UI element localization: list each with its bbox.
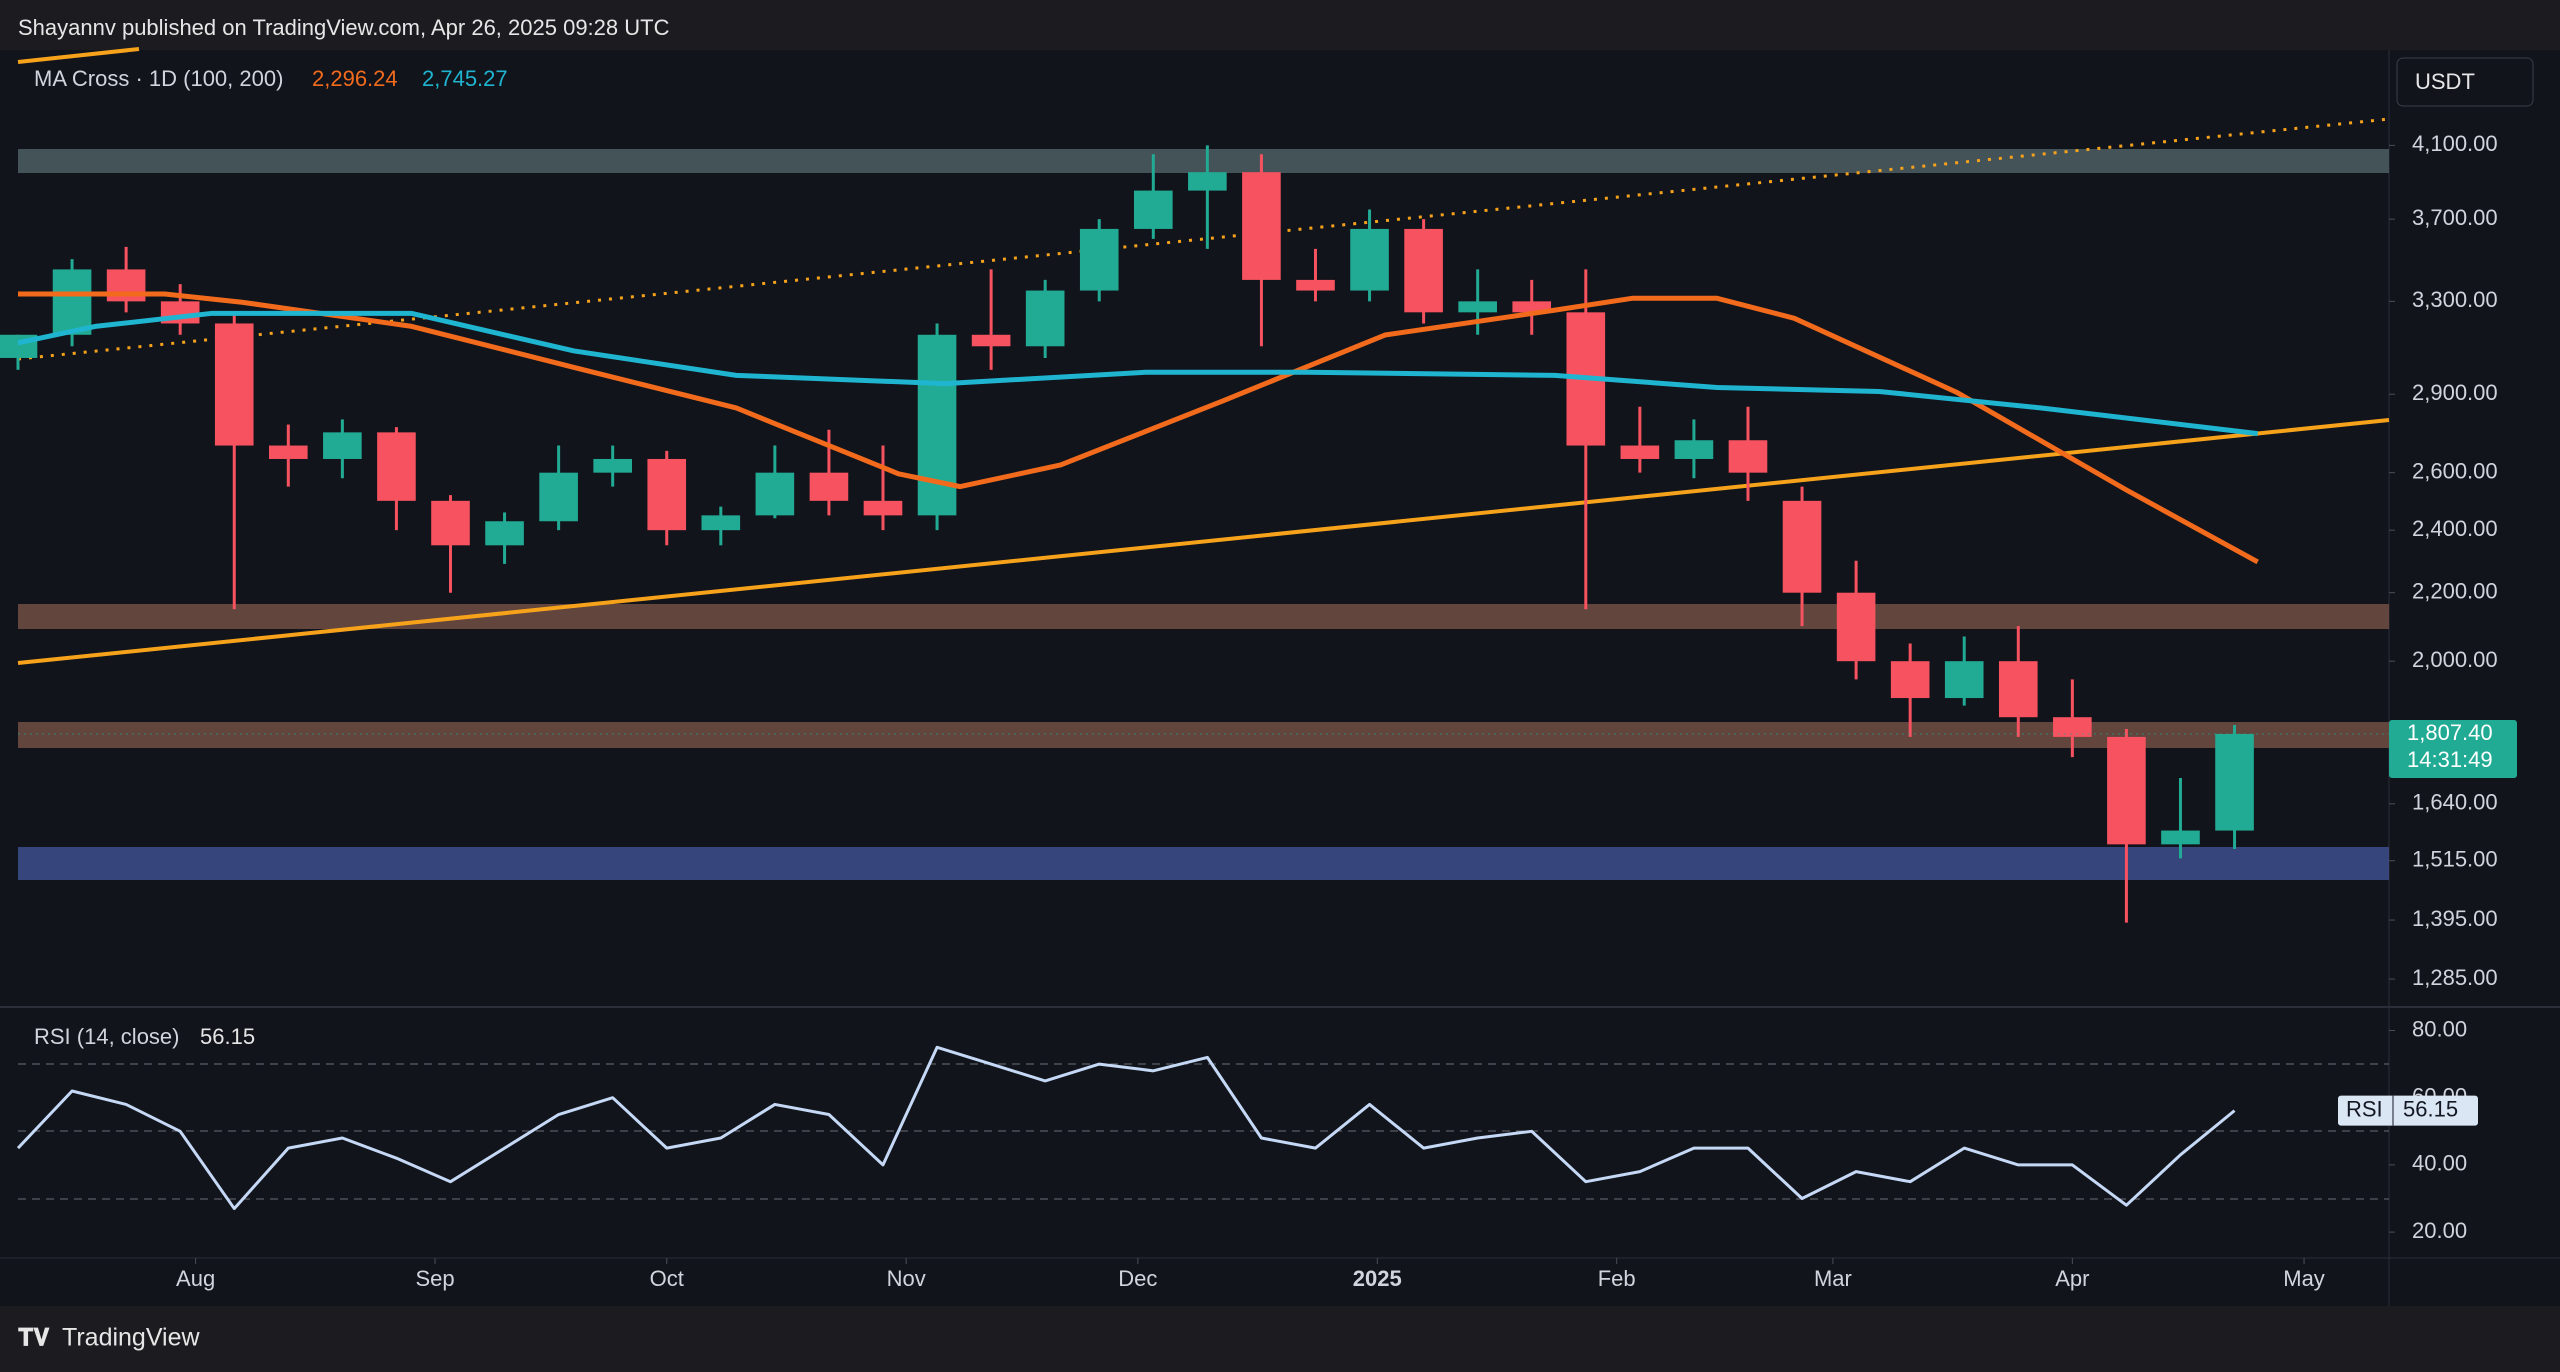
- footer-bar: [0, 1306, 2560, 1372]
- candle-body: [323, 432, 362, 459]
- y-tick-label: 1,395.00: [2412, 906, 2498, 931]
- line: [16, 1045, 2236, 1211]
- rsi-value: 56.15: [200, 1024, 255, 1049]
- x-tick-label: Feb: [1598, 1266, 1636, 1291]
- y-tick-label: 2,600.00: [2412, 458, 2498, 483]
- y-tick-label: 20.00: [2412, 1218, 2467, 1243]
- candle-body: [1458, 301, 1497, 313]
- support-zone: [18, 604, 2389, 629]
- candle-body: [539, 472, 578, 522]
- x-tick-label: Aug: [176, 1266, 215, 1291]
- x-tick-label: 2025: [1353, 1266, 1402, 1291]
- candle-body: [1836, 592, 1876, 662]
- ma-value: 2,296.24: [312, 66, 398, 91]
- x-tick-label: Oct: [650, 1266, 684, 1291]
- rsi-label-value: 56.15: [2403, 1096, 2458, 1121]
- candle-body: [2161, 830, 2200, 845]
- candle-body: [593, 458, 632, 473]
- candle-body: [214, 323, 254, 446]
- candle-body: [1242, 172, 1281, 280]
- x-tick-label: Sep: [415, 1266, 454, 1291]
- candle-body: [377, 432, 416, 501]
- x-tick-label: Mar: [1814, 1266, 1852, 1291]
- candle-body: [1620, 445, 1660, 459]
- currency-button[interactable]: [2396, 57, 2534, 107]
- y-tick-label: 1,640.00: [2412, 790, 2498, 815]
- support-zone: [18, 847, 2389, 880]
- candle-body: [971, 334, 1011, 347]
- rsi-title: RSI (14, close): [34, 1024, 180, 1049]
- candle-body: [1890, 661, 1930, 699]
- y-tick-label: 40.00: [2412, 1151, 2467, 1176]
- header-bar: [0, 0, 2560, 50]
- candle-body: [809, 472, 849, 501]
- candle-body: [52, 269, 92, 335]
- price-label-box: [2389, 719, 2517, 778]
- candle-body: [755, 472, 795, 516]
- candle-body: [431, 500, 470, 546]
- y-tick-label: 4,100.00: [2412, 131, 2498, 156]
- y-tick-label: 3,700.00: [2412, 205, 2498, 230]
- candle-body: [485, 521, 524, 546]
- candle-body: [1025, 290, 1065, 347]
- candle-body: [2053, 717, 2092, 737]
- countdown-label: 14:31:49: [2407, 747, 2493, 772]
- candle-body: [701, 515, 741, 531]
- line: [18, 291, 2259, 565]
- ma-value: 2,745.27: [422, 66, 508, 91]
- x-tick-label: Apr: [2055, 1266, 2089, 1291]
- candle-body: [2107, 736, 2146, 845]
- candle-body: [1404, 228, 1443, 313]
- footer-logo: 𝐓𝐕: [18, 1324, 50, 1351]
- x-tick-label: Nov: [887, 1266, 926, 1291]
- currency-label[interactable]: USDT: [2415, 69, 2475, 94]
- x-tick-label: May: [2283, 1266, 2325, 1291]
- rsi-label-name: RSI: [2346, 1096, 2383, 1121]
- candle-body: [1296, 279, 1335, 291]
- footer-brand: TradingView: [62, 1324, 201, 1352]
- candle-body: [106, 269, 146, 302]
- candle-body: [917, 334, 957, 516]
- y-tick-label: 2,200.00: [2412, 579, 2498, 604]
- y-tick-label: 1,515.00: [2412, 847, 2498, 872]
- y-tick-label: 3,300.00: [2412, 287, 2498, 312]
- price-label: 1,807.40: [2407, 720, 2493, 745]
- candle-body: [1674, 440, 1714, 459]
- candle-body: [1512, 301, 1552, 313]
- candle-body: [1782, 500, 1822, 593]
- candle-body: [1079, 228, 1119, 291]
- candle-body: [269, 445, 308, 459]
- y-tick-label: 1,285.00: [2412, 965, 2498, 990]
- y-tick-label: 2,000.00: [2412, 647, 2498, 672]
- resistance-zone: [18, 722, 2389, 748]
- y-tick-label: 2,400.00: [2412, 516, 2498, 541]
- candle-body: [1133, 190, 1173, 229]
- trend-line: [17, 47, 140, 64]
- candle-body: [863, 500, 903, 516]
- resistance-zone: [18, 149, 2389, 173]
- x-tick-label: Dec: [1118, 1266, 1157, 1291]
- line: [17, 310, 2259, 437]
- candle-body: [2215, 733, 2254, 831]
- y-tick-label: 2,900.00: [2412, 380, 2498, 405]
- candle-body: [1350, 228, 1389, 291]
- rsi-label-box: [2338, 1095, 2478, 1126]
- indicator-title: MA Cross · 1D (100, 200): [34, 66, 283, 91]
- trend-line-dotted: [17, 117, 2390, 361]
- candle-body: [647, 458, 687, 531]
- trend-line: [17, 418, 2390, 665]
- candle-body: [1188, 172, 1227, 191]
- y-tick-label: 80.00: [2412, 1016, 2467, 1041]
- header-text: Shayannv published on TradingView.com, A…: [18, 15, 670, 40]
- candle-body: [1998, 661, 2038, 718]
- candle-body: [1728, 440, 1768, 473]
- candle-body: [1944, 661, 1984, 699]
